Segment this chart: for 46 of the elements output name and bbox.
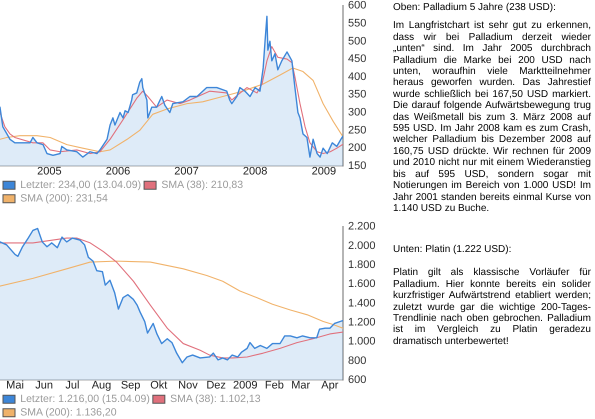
x-tick-label: Mai xyxy=(6,380,24,392)
y-tick-label: 800 xyxy=(348,354,366,367)
x-tick-label: Aug xyxy=(92,380,112,392)
x-tick-label: Mar xyxy=(291,380,311,392)
x-tick-label: Nov xyxy=(178,380,198,392)
y-tick-label: 150 xyxy=(348,160,366,172)
x-tick-label: Okt xyxy=(150,380,168,392)
y-tick-label: 600 xyxy=(348,374,366,386)
x-tick-label: 2006 xyxy=(106,166,130,178)
text: Oben: Palladium 5 Jahre (238 USD): xyxy=(393,2,557,14)
legend-label: SMA (200): 1.136,20 xyxy=(20,406,117,419)
text: Im Langfristchart ist sehr gut zu erkennen, dass wir bei Palladium derzeit wieder „unten“ sind. Im Jahr 2005 durchbrach Palladium die Marke bei 200 USD nach unten, woraufhin viele Marktteilnehmer heraus geworfen wurden. Das Jahrestief wurde schließlich bei 167,50 USD markiert. Die darauf folgende Aufwärtsbewegung trug das Weißmetall bis zum 3. März 2008 auf 595 USD. Im Jahr 2008 kam es zum Crash, welcher Palladium bis Dezember 2008 auf 160,75 USD drückte. Wir rechnen für 2009 und 2010 nicht nur mit einem Wiederanstieg bis auf 595 USD, sondern sogar mit Notierungen im Bereich von 1.000 USD! Im Jahr 2001 standen bereits einmal Kurse von 1.140 USD zu Buche. xyxy=(393,20,591,214)
x-tick-label: Feb xyxy=(264,380,284,392)
y-tick-label: 1.400 xyxy=(348,297,376,310)
y-tick-label: 600 xyxy=(348,0,366,12)
y-tick-label: 1.200 xyxy=(348,316,376,329)
x-tick-label: Jul xyxy=(65,380,80,392)
y-tick-label: 550 xyxy=(348,17,366,30)
legend-label: Letzter: 234,00 (13.04.09) xyxy=(20,179,142,192)
x-tick-label: 2005 xyxy=(37,166,62,178)
y-tick-label: 350 xyxy=(348,88,366,101)
y-tick-label: 2.000 xyxy=(348,240,376,252)
y-tick-label: 300 xyxy=(348,106,366,119)
y-tick-label: 450 xyxy=(348,53,366,66)
y-tick-label: 250 xyxy=(348,124,366,136)
y-tick-label: 1.000 xyxy=(348,336,376,348)
legend-label: SMA (38): 1.102,13 xyxy=(170,393,261,406)
y-tick-label: 2.200 xyxy=(348,220,376,233)
x-tick-label: 2008 xyxy=(242,166,268,178)
text: Unten: Platin (1.222 USD): xyxy=(393,244,512,256)
legend-label: SMA (38): 210,83 xyxy=(161,179,244,192)
legend-label: Letzter: 1.216,00 (15.04.09) xyxy=(20,393,150,406)
text: Platin gilt als klassische Vorläufer für Palladium. Hier konnte bereits ein solider kurzfristiger Aufwärtstrend etabliert werden; zuletzt wurde gar die wichtige 200-Tages-Trendlinie nach oben gebrochen. Palladium ist im Vergleich zu Platin geradezu dramatisch unterbewertet! xyxy=(393,267,591,348)
legend-label: SMA (200): 231,54 xyxy=(20,192,108,205)
y-tick-label: 1.800 xyxy=(348,258,376,271)
x-tick-label: 2009 xyxy=(233,380,258,392)
y-tick-label: 500 xyxy=(348,35,366,48)
y-tick-label: 200 xyxy=(348,142,366,154)
x-tick-label: Dez xyxy=(206,380,226,392)
y-tick-label: 400 xyxy=(348,70,366,83)
x-tick-label: 2007 xyxy=(174,166,199,178)
x-tick-label: Apr xyxy=(321,380,339,392)
x-tick-label: 2009 xyxy=(312,166,336,178)
x-tick-label: Sep xyxy=(120,380,140,392)
y-tick-label: 1.600 xyxy=(348,278,376,290)
x-tick-label: Jun xyxy=(35,380,54,392)
